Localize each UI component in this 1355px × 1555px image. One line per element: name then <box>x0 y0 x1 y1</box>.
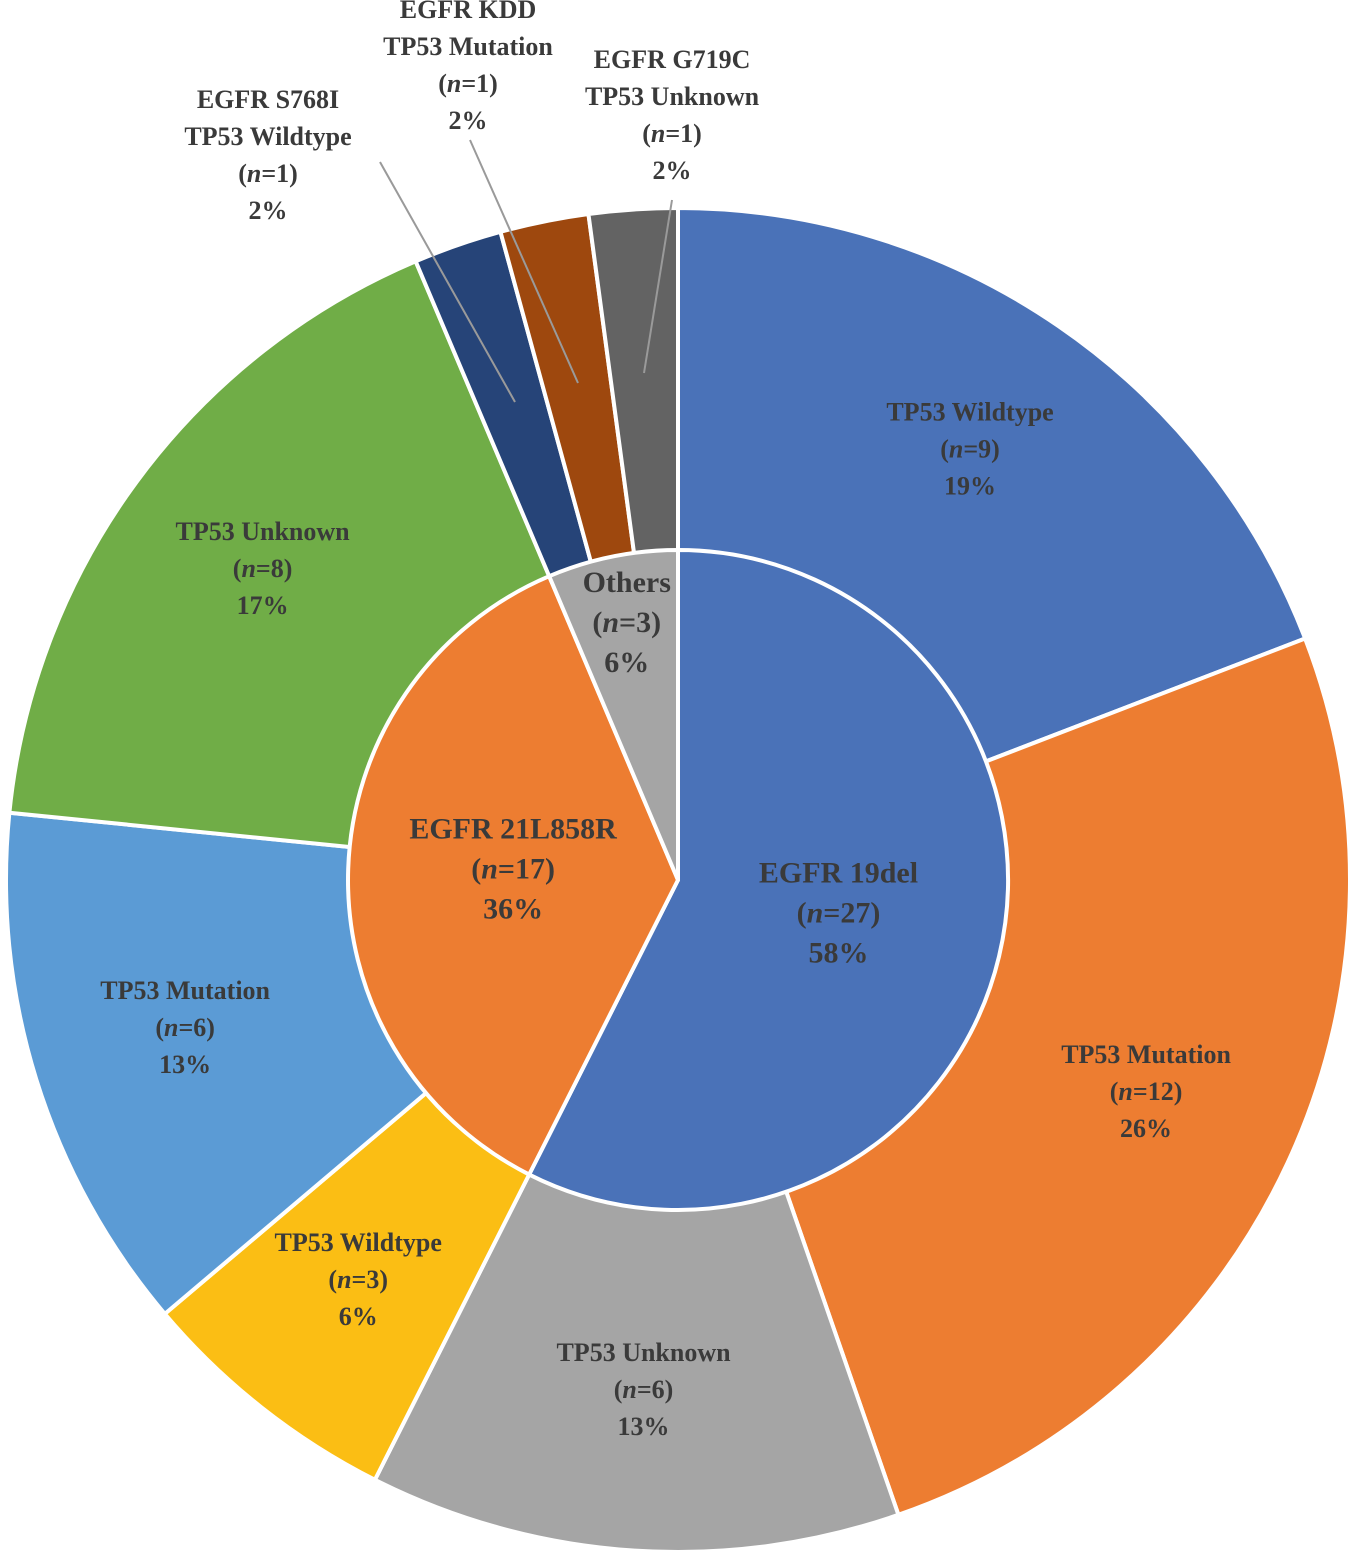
outer-slice-egfr-19del-tp53-wildtype-count: (n=9) <box>940 435 1000 464</box>
outer-slice-egfr-21l858r-tp53-wildtype-name: TP53 Wildtype <box>275 1228 442 1257</box>
inner-slice-egfr-21l858r-count: (n=17) <box>471 852 555 885</box>
outer-slice-egfr-21l858r-tp53-mutation-count: (n=6) <box>155 1013 215 1042</box>
outer-slice-egfr-21l858r-tp53-unknown-percent: 17% <box>237 591 289 620</box>
outer-slice-others-egfr-kdd-count: (n=1) <box>438 69 498 98</box>
outer-slice-others-egfr-kdd-percent: 2% <box>449 106 488 135</box>
inner-slice-others-percent: 6% <box>604 646 649 679</box>
outer-slice-egfr-19del-tp53-mutation-name: TP53 Mutation <box>1061 1040 1231 1069</box>
outer-slice-egfr-21l858r-tp53-wildtype-label: TP53 Wildtype (n=3) 6% <box>275 1228 442 1331</box>
callout-leader-lines <box>379 139 673 403</box>
outer-slice-egfr-19del-tp53-wildtype-percent: 19% <box>944 472 996 501</box>
outer-slice-egfr-21l858r-tp53-mutation-name: TP53 Mutation <box>100 976 270 1005</box>
outer-slice-others-egfr-g719c-leader-line <box>643 199 673 374</box>
outer-slice-egfr-21l858r-tp53-wildtype-percent: 6% <box>339 1302 378 1331</box>
inner-slice-egfr-19del-label: EGFR 19del (n=27) 58% <box>759 856 918 969</box>
outer-slice-egfr-19del-tp53-wildtype-label: TP53 Wildtype (n=9) 19% <box>886 398 1053 501</box>
outer-slice-egfr-19del-tp53-unknown-label: TP53 Unknown (n=6) 13% <box>556 1338 731 1441</box>
inner-slice-others <box>547 548 680 882</box>
outer-slice-egfr-21l858r-tp53-unknown-count: (n=8) <box>233 554 293 583</box>
outer-slice-egfr-21l858r-tp53-mutation-label: TP53 Mutation (n=6) 13% <box>100 976 270 1079</box>
inner-slice-egfr-19del-percent: 58% <box>809 936 869 969</box>
outer-slice-others-egfr-kdd-leader-line <box>469 139 579 384</box>
inner-slice-egfr-21l858r-name: EGFR 21L858R <box>409 812 617 845</box>
outer-slice-others-egfr-s768i-subtitle: TP53 Wildtype <box>184 122 351 151</box>
slice-labels: EGFR 19del (n=27) 58% EGFR 21L858R (n=17) 36%… <box>100 0 1231 1441</box>
outer-slice-egfr-19del-tp53-mutation-label: TP53 Mutation (n=12) 26% <box>1061 1040 1231 1143</box>
outer-slice-others-egfr-g719c-label: EGFR G719C TP53 Unknown (n=1) 2% <box>585 45 760 185</box>
inner-ring <box>346 548 1010 1212</box>
outer-slice-others-egfr-g719c-subtitle: TP53 Unknown <box>585 82 760 111</box>
outer-slice-others-egfr-kdd-subtitle: TP53 Mutation <box>383 32 553 61</box>
inner-slice-others-label: Others (n=3) 6% <box>583 566 671 679</box>
outer-slice-others-egfr-kdd-name: EGFR KDD <box>400 0 537 24</box>
outer-slice-egfr-21l858r-tp53-mutation-percent: 13% <box>159 1050 211 1079</box>
outer-slice-egfr-19del-tp53-unknown-count: (n=6) <box>614 1375 674 1404</box>
outer-slice-egfr-19del-tp53-mutation-percent: 26% <box>1120 1114 1172 1143</box>
outer-slice-egfr-19del-tp53-unknown-percent: 13% <box>618 1412 670 1441</box>
outer-slice-egfr-19del-tp53-unknown-name: TP53 Unknown <box>556 1338 731 1367</box>
outer-slice-egfr-21l858r-tp53-unknown-name: TP53 Unknown <box>176 517 351 546</box>
outer-slice-others-egfr-s768i-leader-line <box>379 161 516 403</box>
inner-slice-others-name: Others <box>583 566 671 599</box>
outer-slice-others-egfr-s768i-count: (n=1) <box>238 159 298 188</box>
outer-slice-others-egfr-g719c-name: EGFR G719C <box>594 45 751 74</box>
outer-slice-others-egfr-g719c-percent: 2% <box>653 156 692 185</box>
inner-slice-egfr-21l858r-label: EGFR 21L858R (n=17) 36% <box>409 812 617 925</box>
inner-slice-egfr-21l858r <box>346 574 680 1177</box>
inner-slice-others-count: (n=3) <box>592 606 661 639</box>
inner-slice-egfr-19del-count: (n=27) <box>797 896 881 929</box>
outer-slice-egfr-19del-tp53-wildtype-name: TP53 Wildtype <box>886 398 1053 427</box>
outer-slice-egfr-19del-tp53-unknown <box>372 878 901 1554</box>
inner-slice-egfr-21l858r-percent: 36% <box>483 892 543 925</box>
outer-slice-others-egfr-g719c-count: (n=1) <box>642 119 702 148</box>
outer-slice-others-egfr-s768i-name: EGFR S768I <box>197 85 339 114</box>
inner-slice-egfr-19del-name: EGFR 19del <box>759 856 918 889</box>
outer-slice-egfr-19del-tp53-mutation-count: (n=12) <box>1110 1077 1183 1106</box>
outer-slice-others-egfr-s768i-label: EGFR S768I TP53 Wildtype (n=1) 2% <box>184 85 351 225</box>
outer-slice-egfr-21l858r-tp53-wildtype-count: (n=3) <box>328 1265 388 1294</box>
outer-slice-others-egfr-kdd-label: EGFR KDD TP53 Mutation (n=1) 2% <box>383 0 553 135</box>
outer-slice-egfr-21l858r-tp53-unknown-label: TP53 Unknown (n=8) 17% <box>176 517 351 620</box>
outer-slice-others-egfr-s768i-percent: 2% <box>249 196 288 225</box>
inner-slice-egfr-19del <box>527 548 1010 1212</box>
